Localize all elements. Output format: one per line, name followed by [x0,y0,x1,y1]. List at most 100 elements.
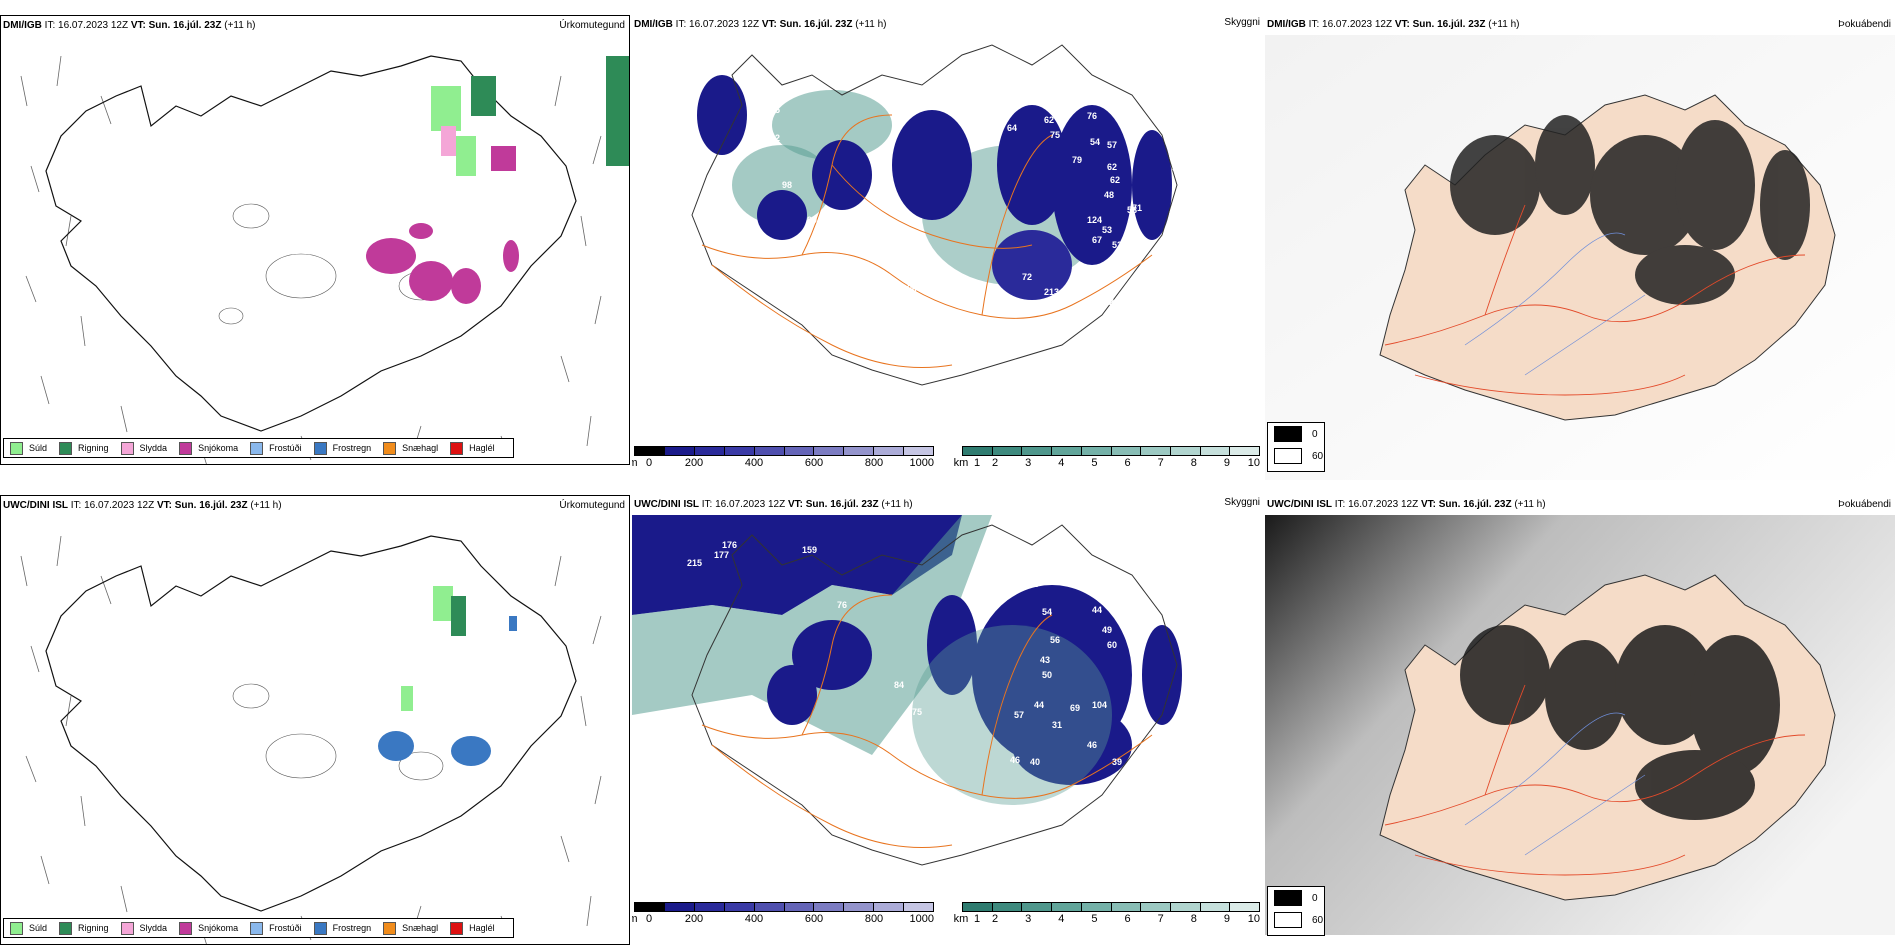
height-swatch [694,903,725,911]
legend-item-haglél: Haglél [450,921,495,935]
precip-areas [378,586,517,766]
height-swatch [664,903,695,911]
visibility-value-label: 68 [772,241,783,251]
vis-unit: km [953,913,969,925]
visibility-value-label: 76 [837,600,848,610]
visibility-value-label: 116 [912,242,927,252]
fog-indicator-panel-row1: DMI/IGB IT: 16.07.2023 12Z VT: Sun. 16.j… [1265,15,1895,480]
fog-dark-areas [1460,625,1780,820]
fog-key-light-swatch [1274,912,1302,928]
height-swatch [904,447,934,455]
road-network [701,594,1153,848]
height-swatch [754,903,785,911]
visibility-shading [632,515,1182,805]
height-swatch [635,903,665,911]
height-tick-label: 1000 [909,457,934,469]
visibility-value-label: 69 [1070,703,1081,713]
model-name: UWC/DINI ISL [3,500,68,511]
vis-tick-label: 4 [1058,457,1065,469]
vis-tick-label: 6 [1124,913,1131,925]
visibility-shading [697,75,1172,300]
vis-swatch [992,903,1023,911]
visibility-value-label: 54 [1090,137,1101,147]
valid-time: Sun. 16.júl. 23Z [1412,19,1486,30]
visibility-value-label: 90 [860,260,871,270]
height-swatch [724,447,755,455]
vis-swatch [1052,903,1082,911]
visibility-panel-row1: DMI/IGB IT: 16.07.2023 12Z VT: Sun. 16.j… [632,15,1262,480]
legend-swatch [179,921,193,935]
visibility-value-label: 46 [1087,740,1098,750]
valid-time: Sun. 16.júl. 23Z [148,20,222,31]
visibility-value-label: 67 [1127,600,1138,610]
fog-indicator-map-row1 [1265,35,1895,480]
legend-item-súld: Súld [10,441,47,455]
legend-item-rigning: Rigning [59,441,109,455]
vis-swatch [1170,447,1201,455]
visibility-value-label: 86 [1222,205,1233,215]
vis-swatch [963,447,993,455]
legend-label: Snæhagl [402,443,439,453]
legend-swatch [120,441,134,455]
visibility-value-label: 57 [1107,140,1118,150]
visibility-value-label: 53 [1102,225,1113,235]
visibility-value-label: 134 [790,241,806,251]
fog-key: 0 60 [1267,422,1325,472]
precip-type-map-row1 [20,55,629,464]
visibility-value-label: 177 [714,550,730,560]
vis-swatch [1111,903,1142,911]
visibility-panel-row2: UWC/DINI ISL IT: 16.07.2023 12Z VT: Sun.… [632,495,1262,950]
fog-key: 0 60 [1267,886,1325,936]
road-network [1384,204,1806,396]
visibility-value-label: 159 [802,545,818,555]
visibility-value-label: 60 [1107,640,1118,650]
height-swatch [814,903,845,911]
vis-tick-label: 6 [1124,457,1131,469]
vis-swatches [962,446,1260,456]
height-colorbar: 0 200 400 600 800 1000 m [632,446,934,480]
legend-item-rigning: Rigning [59,921,109,935]
visibility-colorbar: 1 2 3 4 5 6 7 8 9 10 km [954,902,1260,936]
height-swatch [874,903,905,911]
vis-tick-label: 8 [1190,913,1197,925]
model-name: UWC/DINI ISL [1267,499,1332,510]
visibility-value-label: 84 [894,680,905,690]
legend-swatch [313,921,327,935]
legend-item-snæhagl: Snæhagl [383,441,439,455]
height-swatches [634,446,934,456]
visibility-value-label: 50 [1042,670,1053,680]
legend-item-frostregn: Frostregn [313,921,371,935]
visibility-value-label: 86 [970,127,981,137]
precip-legend: Súld Rigning Slydda Snjókoma Frostúði Frostre… [3,438,514,458]
vis-swatch [1141,447,1171,455]
vis-swatch [992,447,1023,455]
legend-label: Slydda [139,923,168,933]
height-tick-label: 800 [864,913,884,925]
road-network [1384,684,1806,876]
legend-label: Haglél [469,923,495,933]
visibility-map-row2 [632,515,1182,866]
precip-type-title: Úrkomutegund [559,20,625,31]
legend-item-snjókoma: Snjókoma [179,441,238,455]
vis-tick-label: 5 [1091,913,1098,925]
legend-swatch [10,921,23,935]
height-ticks: 0 200 400 600 800 1000 m [632,912,934,926]
visibility-value-label: 43 [1040,655,1051,665]
vis-swatch [1081,447,1112,455]
legend-swatch [120,921,134,935]
height-tick-label: 800 [864,457,884,469]
visibility-value-label: 54 [1042,607,1053,617]
init-time: 16.07.2023 12Z [689,19,760,30]
init-time: 16.07.2023 12Z [84,500,155,511]
vis-tick-label: 7 [1157,457,1164,469]
visibility-value-label: 104 [902,283,918,293]
init-time: 16.07.2023 12Z [58,20,129,31]
visibility-value-label: 71 [1132,203,1143,213]
visibility-value-label: 75 [1050,130,1061,140]
height-unit: m [632,457,638,469]
river-network [1464,712,1646,856]
legend-item-slydda: Slydda [120,921,168,935]
height-tick-label: 0 [646,913,653,925]
precip-type-panel-row2: UWC/DINI ISL IT: 16.07.2023 12Z VT: Sun.… [0,495,630,945]
visibility-value-label: 48 [1104,190,1115,200]
